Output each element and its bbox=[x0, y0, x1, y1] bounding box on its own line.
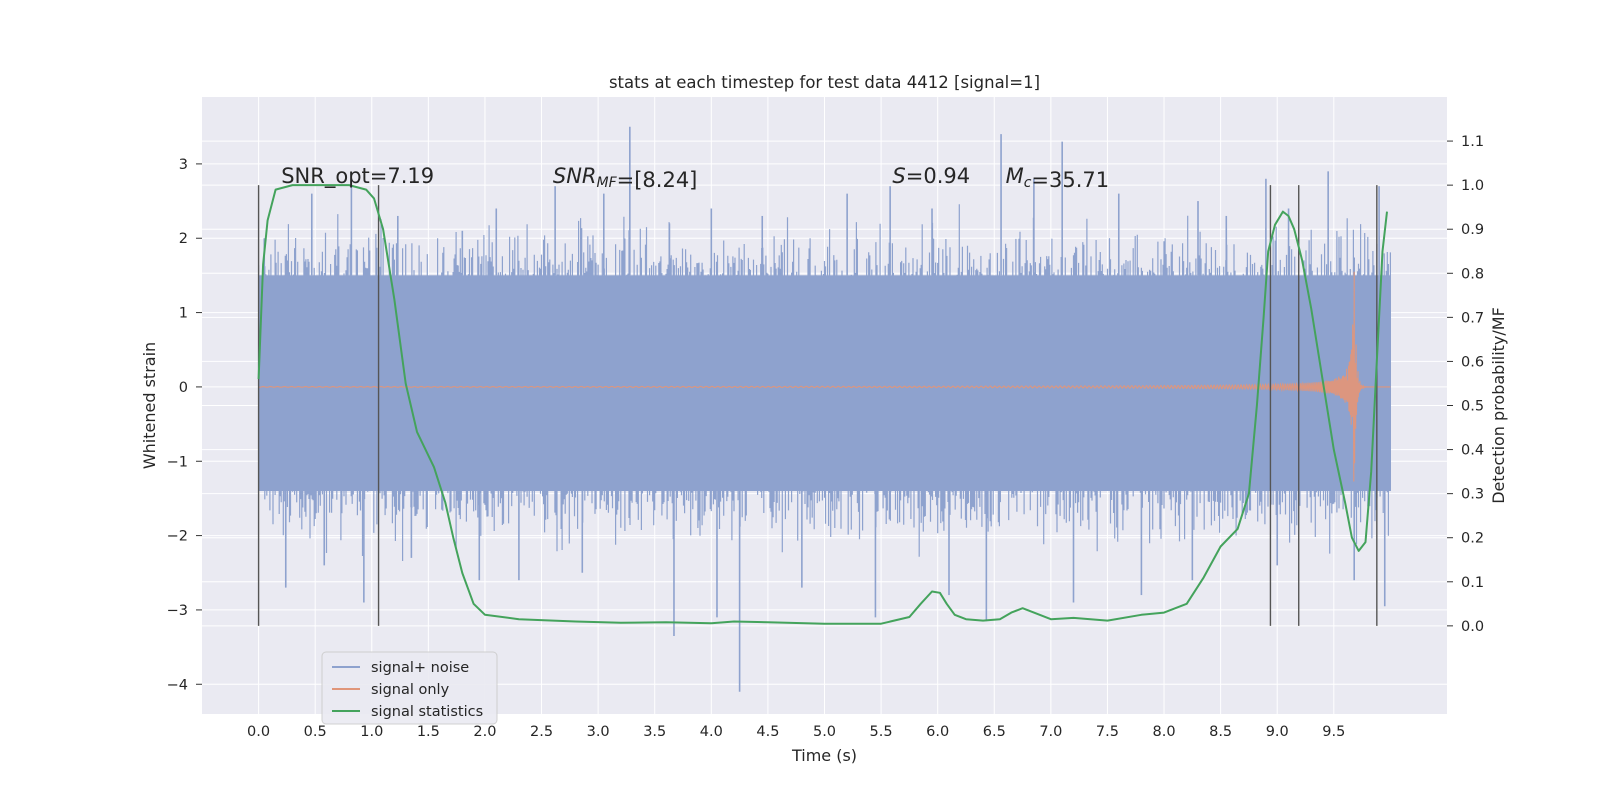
x-tick-label: 5.5 bbox=[870, 724, 893, 740]
y-right-tick-label: 0.7 bbox=[1461, 310, 1484, 326]
chart-title: stats at each timestep for test data 441… bbox=[609, 73, 1040, 92]
x-tick-label: 7.5 bbox=[1096, 724, 1119, 740]
stats-series bbox=[257, 184, 1388, 625]
annotation-part: S bbox=[892, 164, 905, 188]
y-right-tick-label: 1.0 bbox=[1461, 178, 1484, 194]
y-tick-label: 1 bbox=[179, 306, 188, 322]
y-right-axis-label: Detection probability/MF bbox=[1489, 307, 1508, 504]
signal-only-line bbox=[258, 271, 1391, 482]
y-tick-label: 2 bbox=[179, 231, 188, 247]
y-right-tick-label: 0.9 bbox=[1461, 222, 1484, 238]
y-right-tick-label: 0.6 bbox=[1461, 354, 1484, 370]
x-tick-label: 3.5 bbox=[643, 724, 666, 740]
annotation-part: SNR_opt=7.19 bbox=[281, 164, 434, 189]
y-right-tick-label: 0.5 bbox=[1461, 399, 1484, 415]
tick-layer: 0.0 0.5 1.0 1.5 2.0 2.5 3.0 3.5 4.0 4.5 5.0 5.5 6.0 6… bbox=[167, 134, 1484, 740]
y-right-tick-label: 0.8 bbox=[1461, 266, 1484, 282]
legend-label-stats: signal statistics bbox=[371, 704, 483, 720]
legend-label-signal: signal only bbox=[371, 682, 450, 698]
y-tick-label: 0 bbox=[179, 380, 188, 396]
y-right-tick-label: 1.1 bbox=[1461, 134, 1484, 150]
x-tick-label: 7.0 bbox=[1039, 724, 1062, 740]
x-tick-label: 9.5 bbox=[1322, 724, 1345, 740]
annotation-part: M bbox=[1006, 164, 1024, 188]
annotation-part: =35.71 bbox=[1031, 168, 1109, 192]
x-tick-label: 2.5 bbox=[530, 724, 553, 740]
x-tick-label: 1.0 bbox=[360, 724, 383, 740]
y-tick-label: −4 bbox=[167, 677, 188, 693]
y-right-tick-label: 0.1 bbox=[1461, 575, 1484, 591]
x-tick-label: 8.5 bbox=[1209, 724, 1232, 740]
signal-series bbox=[258, 271, 1391, 482]
annotation-1: SNRMF=[8.24] bbox=[553, 164, 698, 192]
legend: signal+ noise signal only signal statist… bbox=[321, 651, 498, 725]
y-tick-label: −1 bbox=[167, 454, 188, 470]
x-tick-label: 9.0 bbox=[1266, 724, 1289, 740]
noise-series bbox=[258, 126, 1391, 692]
x-tick-label: 2.0 bbox=[473, 724, 496, 740]
x-tick-label: 0.0 bbox=[247, 724, 270, 740]
annotation-part: c bbox=[1024, 175, 1032, 191]
y-right-tick-label: 0.2 bbox=[1461, 531, 1484, 547]
annotation-part: =[8.24] bbox=[617, 168, 698, 192]
y-tick-label: −2 bbox=[167, 529, 188, 545]
annotation-part: MF bbox=[597, 175, 618, 191]
x-tick-label: 6.5 bbox=[983, 724, 1006, 740]
x-tick-label: 3.0 bbox=[587, 724, 610, 740]
x-tick-label: 4.0 bbox=[700, 724, 723, 740]
annotation-3: Mc=35.71 bbox=[1006, 164, 1110, 192]
annotation-layer: SNR_opt=7.19 SNRMF=[8.24] S=0.94 Mc=35.71 bbox=[281, 164, 1109, 192]
y-tick-label: −3 bbox=[167, 603, 188, 619]
annotation-0: SNR_opt=7.19 bbox=[281, 164, 434, 189]
y-axis-label: Whitened strain bbox=[140, 342, 159, 469]
x-tick-label: 1.5 bbox=[417, 724, 440, 740]
y-right-tick-label: 0.3 bbox=[1461, 487, 1484, 503]
legend-label-noise: signal+ noise bbox=[371, 660, 469, 676]
signal-statistics-line bbox=[257, 184, 1388, 625]
annotation-2: S=0.94 bbox=[892, 164, 970, 188]
annotation-part: SNR bbox=[553, 164, 597, 188]
y-right-tick-label: 0.4 bbox=[1461, 443, 1484, 459]
legend-box bbox=[321, 651, 498, 725]
x-tick-label: 6.0 bbox=[926, 724, 949, 740]
y-tick-label: 3 bbox=[179, 157, 188, 173]
vertical-markers bbox=[257, 185, 1378, 626]
y-right-tick-label: 0.0 bbox=[1461, 619, 1484, 635]
x-tick-label: 5.0 bbox=[813, 724, 836, 740]
x-tick-label: 0.5 bbox=[304, 724, 327, 740]
annotation-part: =0.94 bbox=[906, 164, 970, 188]
x-tick-label: 8.0 bbox=[1153, 724, 1176, 740]
x-tick-label: 4.5 bbox=[756, 724, 779, 740]
x-axis-label: Time (s) bbox=[791, 746, 857, 765]
